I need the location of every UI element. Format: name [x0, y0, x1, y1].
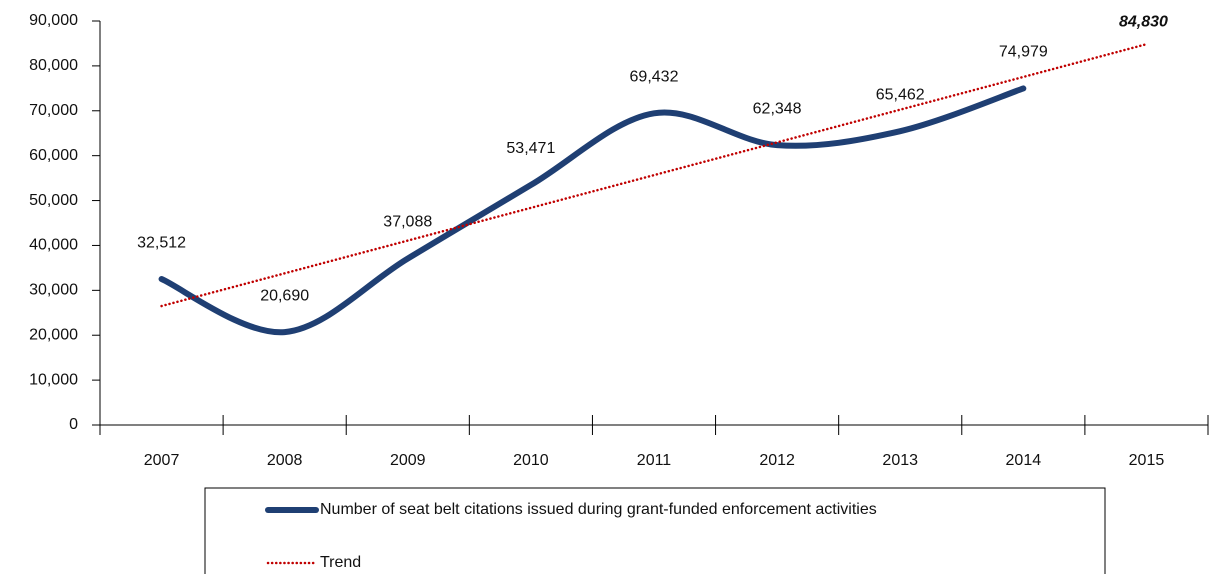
y-tick-label: 90,000	[29, 12, 78, 29]
y-tick-label: 10,000	[29, 371, 78, 388]
data-label: 20,690	[260, 287, 309, 304]
x-tick-label: 2012	[759, 452, 795, 469]
data-label: 53,471	[506, 140, 555, 157]
data-label: 65,462	[876, 86, 925, 103]
series-line	[158, 85, 1027, 336]
data-label: 62,348	[753, 100, 802, 117]
x-tick-label: 2015	[1129, 452, 1165, 469]
x-tick-label: 2010	[513, 452, 549, 469]
data-label: 32,512	[137, 234, 186, 251]
y-tick-label: 60,000	[29, 147, 78, 164]
data-label: 84,830	[1119, 13, 1168, 30]
y-tick-label: 0	[69, 416, 78, 433]
y-tick-label: 20,000	[29, 326, 78, 343]
y-tick-label: 50,000	[29, 192, 78, 209]
data-label: 74,979	[999, 44, 1048, 61]
x-tick-label: 2011	[637, 452, 672, 469]
legend-label: Trend	[320, 554, 361, 571]
x-tick-label: 2013	[882, 452, 918, 469]
data-label: 69,432	[630, 69, 679, 86]
legend-box	[204, 487, 1106, 574]
y-tick-label: 70,000	[29, 102, 78, 119]
x-tick-label: 2008	[267, 452, 303, 469]
x-tick-label: 2007	[144, 452, 180, 469]
x-tick-label: 2009	[390, 452, 426, 469]
x-tick-label: 2014	[1006, 452, 1042, 469]
data-label: 37,088	[383, 214, 432, 231]
y-tick-label: 40,000	[29, 237, 78, 254]
series-line	[160, 42, 1148, 308]
y-tick-label: 80,000	[29, 57, 78, 74]
y-tick-label: 30,000	[29, 282, 78, 299]
legend-label: Number of seat belt citations issued dur…	[320, 501, 877, 518]
